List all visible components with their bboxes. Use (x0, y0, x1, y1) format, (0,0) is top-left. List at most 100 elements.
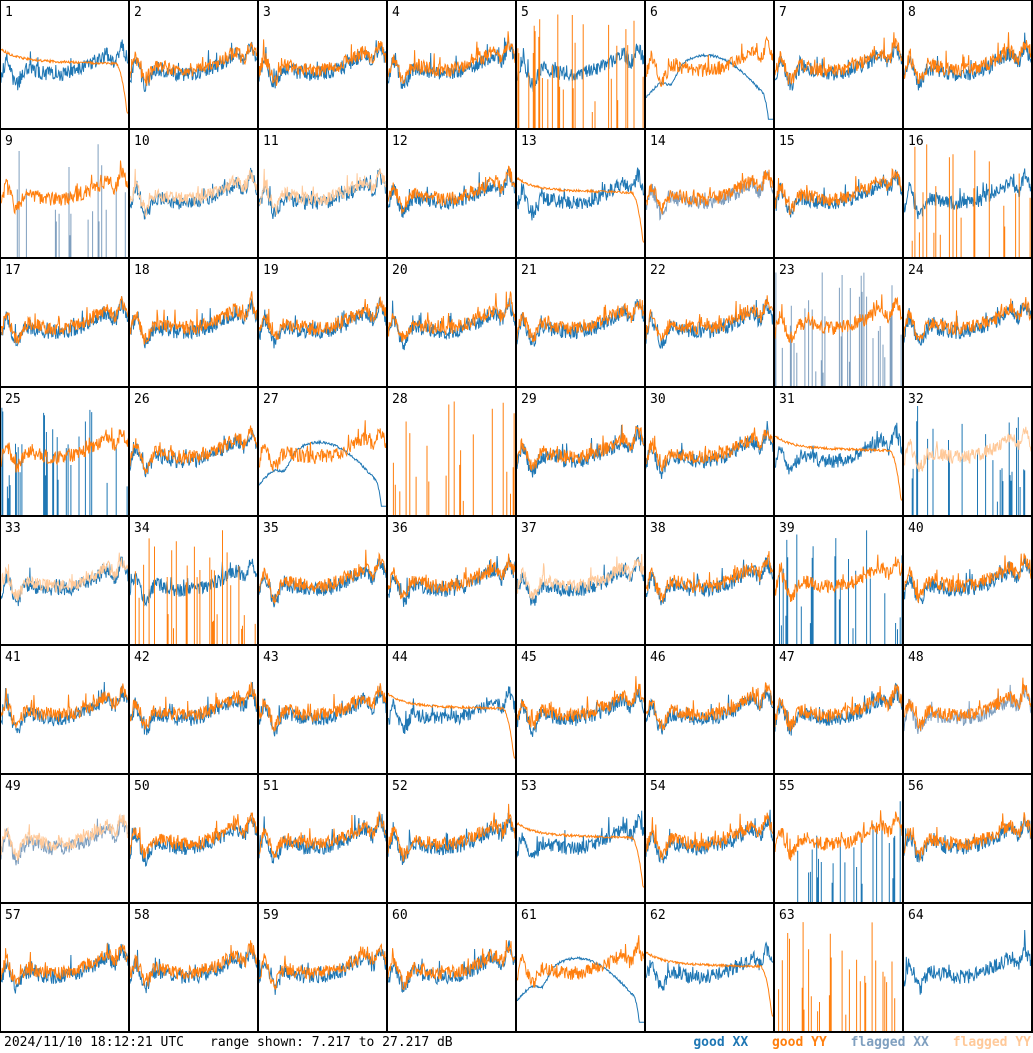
panel-label-31: 31 (779, 392, 795, 407)
panel-label-42: 42 (134, 650, 150, 665)
panel-34: 34 (129, 516, 258, 645)
yy-trace-21 (516, 299, 645, 343)
xx-trace-62 (645, 941, 774, 991)
yy-trace-26 (129, 425, 258, 475)
panel-17: 17 (0, 258, 129, 387)
yy-trace-15 (774, 167, 903, 215)
panel-31: 31 (774, 387, 903, 516)
panel-label-18: 18 (134, 263, 150, 278)
panel-label-58: 58 (134, 908, 150, 923)
yy-trace-45 (516, 676, 645, 730)
yy-trace-23 (774, 294, 903, 344)
panel-border-63 (774, 903, 903, 1032)
panel-8: 8 (903, 0, 1032, 129)
yy-trace-32 (903, 426, 1032, 473)
xx-trace-47 (774, 682, 903, 736)
yy-trace-22 (645, 295, 774, 342)
panel-label-55: 55 (779, 779, 795, 794)
panel-label-62: 62 (650, 908, 666, 923)
panel-label-54: 54 (650, 779, 666, 794)
panel-44: 44 (387, 645, 516, 774)
xx-trace-9 (16, 144, 126, 257)
panel-border-30 (645, 387, 774, 516)
panel-2: 2 (129, 0, 258, 129)
panel-label-25: 25 (5, 392, 21, 407)
xx-trace-8 (903, 32, 1032, 91)
panel-10: 10 (129, 129, 258, 258)
panel-label-30: 30 (650, 392, 666, 407)
panel-border-14 (645, 129, 774, 258)
panel-border-24 (903, 258, 1032, 387)
panel-41: 41 (0, 645, 129, 774)
xx-trace-29 (516, 424, 645, 478)
panel-53: 53 (516, 774, 645, 903)
panel-label-11: 11 (263, 134, 279, 149)
panel-14: 14 (645, 129, 774, 258)
yy-trace-25 (0, 427, 129, 473)
xx-trace-41 (0, 681, 129, 734)
yy-trace-61 (516, 935, 645, 988)
yy-trace-27 (258, 420, 387, 472)
yy-trace-10 (129, 168, 258, 218)
panel-border-51 (258, 774, 387, 903)
panel-5: 5 (516, 0, 645, 129)
panel-47: 47 (774, 645, 903, 774)
panel-border-1 (0, 0, 129, 129)
xx-trace-23 (774, 272, 902, 386)
panel-64: 64 (903, 903, 1032, 1032)
panel-border-11 (258, 129, 387, 258)
panel-border-22 (645, 258, 774, 387)
panel-label-22: 22 (650, 263, 666, 278)
xx-trace-64 (903, 929, 1032, 995)
xx-trace-16 (903, 168, 1032, 220)
panel-label-51: 51 (263, 779, 279, 794)
yy-trace-19 (258, 296, 387, 340)
panel-24: 24 (903, 258, 1032, 387)
panel-border-21 (516, 258, 645, 387)
yy-trace-28 (392, 401, 515, 515)
panel-32: 32 (903, 387, 1032, 516)
panel-border-16 (903, 129, 1032, 258)
panel-label-56: 56 (908, 779, 924, 794)
panel-label-37: 37 (521, 521, 537, 536)
panel-border-37 (516, 516, 645, 645)
xx-trace-60 (387, 940, 516, 994)
yy-trace-3 (258, 39, 387, 87)
yy-trace-2 (129, 41, 258, 87)
panel-border-44 (387, 645, 516, 774)
panel-label-13: 13 (521, 134, 537, 149)
xx-trace-2 (129, 42, 258, 93)
panel-6: 6 (645, 0, 774, 129)
panel-49: 49 (0, 774, 129, 903)
yy-trace-30 (645, 427, 774, 472)
yy-trace-40 (903, 553, 1032, 604)
panel-26: 26 (129, 387, 258, 516)
panel-label-24: 24 (908, 263, 924, 278)
panel-45: 45 (516, 645, 645, 774)
panel-label-3: 3 (263, 5, 271, 20)
xx-trace-39 (779, 530, 903, 644)
panel-label-47: 47 (779, 650, 795, 665)
yy-trace-24 (903, 296, 1032, 341)
yy-trace-47 (774, 684, 903, 732)
yy-trace-41 (0, 683, 128, 728)
panel-label-17: 17 (5, 263, 21, 278)
panel-7: 7 (774, 0, 903, 129)
panel-border-43 (258, 645, 387, 774)
panel-border-64 (903, 903, 1032, 1032)
panel-60: 60 (387, 903, 516, 1032)
panel-57: 57 (0, 903, 129, 1032)
xx-trace-43 (258, 686, 387, 737)
panel-label-45: 45 (521, 650, 537, 665)
panel-label-15: 15 (779, 134, 795, 149)
xx-trace-34 (129, 558, 258, 607)
panel-border-36 (387, 516, 516, 645)
yy-trace-48 (903, 677, 1032, 731)
xx-trace-57 (0, 942, 129, 994)
xx-trace-49 (0, 815, 129, 866)
panel-border-40 (903, 516, 1032, 645)
panel-border-29 (516, 387, 645, 516)
legend: good XX good YY flagged XX flagged YY (677, 1035, 1031, 1050)
panel-border-12 (387, 129, 516, 258)
panel-23: 23 (774, 258, 903, 387)
